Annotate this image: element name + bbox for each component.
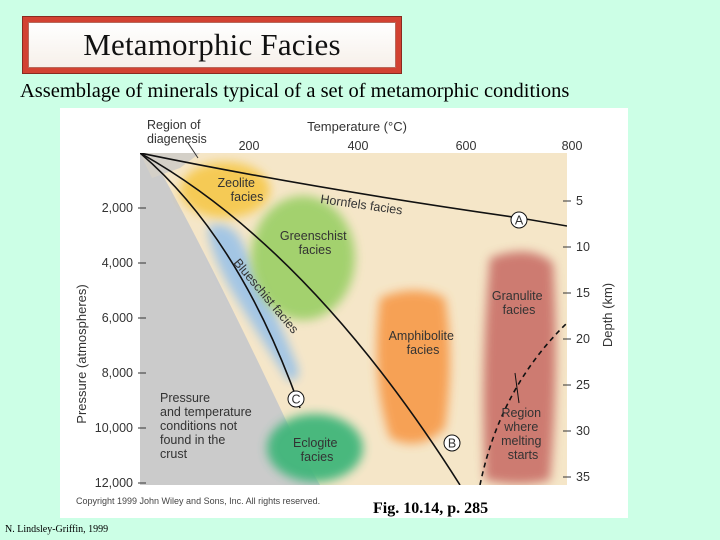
- label-eclogite: Eclogite facies: [293, 436, 341, 464]
- title-box: Metamorphic Facies: [22, 16, 402, 74]
- right-tick-10: 10: [576, 240, 590, 254]
- label-not-found: Pressure and temperature conditions not …: [160, 391, 255, 461]
- right-tick-5: 5: [576, 194, 583, 208]
- slide-title: Metamorphic Facies: [83, 27, 341, 62]
- right-tick-20: 20: [576, 332, 590, 346]
- amphibolite-shape: [376, 290, 450, 444]
- diagenesis-pointer: [187, 142, 199, 159]
- left-tick-10000: 10,000: [95, 421, 133, 435]
- label-zeolite: Zeolite facies: [217, 176, 263, 204]
- region-diagenesis-shape: [140, 153, 200, 178]
- line-c: [140, 153, 301, 409]
- melting-line: [479, 322, 567, 485]
- left-tick-marks: [138, 207, 146, 484]
- top-tick-600: 600: [456, 139, 477, 153]
- line-b: [140, 153, 461, 485]
- granulite-shape: [483, 251, 556, 484]
- slide-subtitle: Assemblage of minerals typical of a set …: [20, 80, 570, 102]
- label-amphibolite: Amphibolite facies: [389, 329, 458, 357]
- marker-a-circle: [510, 211, 528, 229]
- top-tick-400: 400: [348, 139, 369, 153]
- left-tick-4000: 4,000: [102, 256, 133, 270]
- right-tick-15: 15: [576, 286, 590, 300]
- blueschist-shape: [208, 224, 299, 381]
- top-axis-title: Temperature (°C): [307, 119, 407, 134]
- marker-a-label: A: [515, 214, 524, 228]
- marker-c-circle: [287, 390, 305, 408]
- left-axis-title: Pressure (atmospheres): [74, 284, 89, 423]
- left-tick-6000: 6,000: [102, 311, 133, 325]
- facies-diagram: A B C Region of diagenesis Zeolite facie…: [60, 108, 628, 518]
- marker-c-label: C: [291, 393, 300, 407]
- label-greenschist: Greenschist facies: [280, 229, 350, 257]
- right-tick-marks: [563, 200, 571, 478]
- right-axis-title: Depth (km): [600, 283, 615, 347]
- marker-b-label: B: [448, 437, 456, 451]
- label-region-diagenesis: Region of diagenesis: [147, 118, 207, 146]
- eclogite-shape: [267, 414, 363, 482]
- left-tick-12000: 12,000: [95, 476, 133, 490]
- right-tick-25: 25: [576, 378, 590, 392]
- label-granulite: Granulite facies: [492, 289, 546, 317]
- melting-pointer: [514, 372, 520, 404]
- author-credit: N. Lindsley-Griffin, 1999: [5, 524, 109, 535]
- zeolite-shape: [180, 162, 270, 218]
- title-frame: Metamorphic Facies: [28, 22, 396, 68]
- copyright-note: Copyright 1999 John Wiley and Sons, Inc.…: [76, 496, 320, 506]
- right-tick-35: 35: [576, 470, 590, 484]
- marker-b-circle: [443, 434, 461, 452]
- top-tick-800: 800: [562, 139, 583, 153]
- region-not-found-shape: [140, 153, 320, 485]
- label-melting: Region where melting starts: [501, 406, 545, 462]
- greenschist-shape: [251, 196, 355, 320]
- right-tick-30: 30: [576, 424, 590, 438]
- left-tick-2000: 2,000: [102, 201, 133, 215]
- figure-caption: Fig. 10.14, p. 285: [373, 500, 489, 517]
- top-tick-200: 200: [239, 139, 260, 153]
- line-a: [140, 153, 567, 227]
- left-tick-8000: 8,000: [102, 366, 133, 380]
